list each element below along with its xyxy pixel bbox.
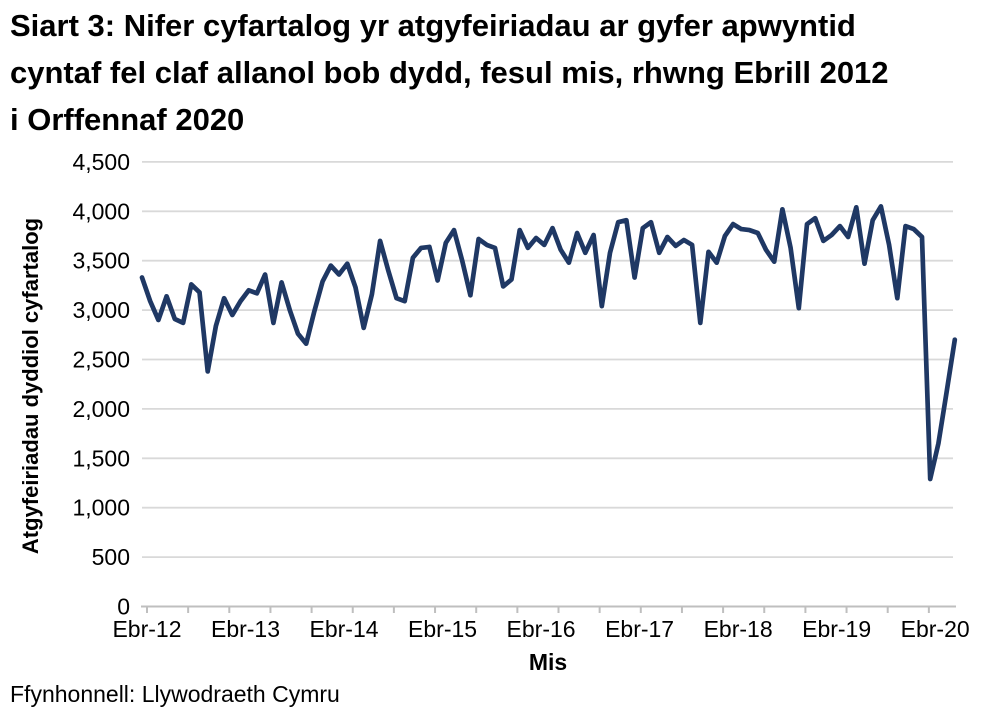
y-tick-label: 2,000 (72, 396, 130, 422)
y-tick-label: 0 (117, 594, 130, 620)
x-tick-label: Ebr-19 (802, 616, 871, 642)
y-tick-label: 2,500 (72, 347, 130, 373)
x-tick-label: Ebr-17 (605, 616, 674, 642)
chart-title: Siart 3: Nifer cyfartalog yr atgyfeiriad… (10, 8, 889, 137)
x-tick-label: Ebr-16 (507, 616, 576, 642)
x-tick-label: Ebr-13 (211, 616, 280, 642)
x-tick-label: Ebr-18 (704, 616, 773, 642)
y-tick-label: 4,500 (72, 149, 130, 175)
y-tick-label: 1,000 (72, 495, 130, 521)
y-tick-label: 1,500 (72, 445, 130, 471)
x-tick-label: Ebr-15 (408, 616, 477, 642)
y-tick-label: 3,500 (72, 248, 130, 274)
y-tick-label: 3,000 (72, 297, 130, 323)
x-tick-label: Ebr-14 (310, 616, 379, 642)
y-tick-label: 4,000 (72, 198, 130, 224)
y-tick-label: 500 (92, 544, 130, 570)
x-axis-title: Mis (528, 649, 568, 675)
x-tick-label: Ebr-20 (901, 616, 970, 642)
source-note: Ffynhonnell: Llywodraeth Cymru (10, 681, 340, 707)
data-line-series (139, 204, 958, 482)
x-tick-label: Ebr-12 (112, 616, 181, 642)
